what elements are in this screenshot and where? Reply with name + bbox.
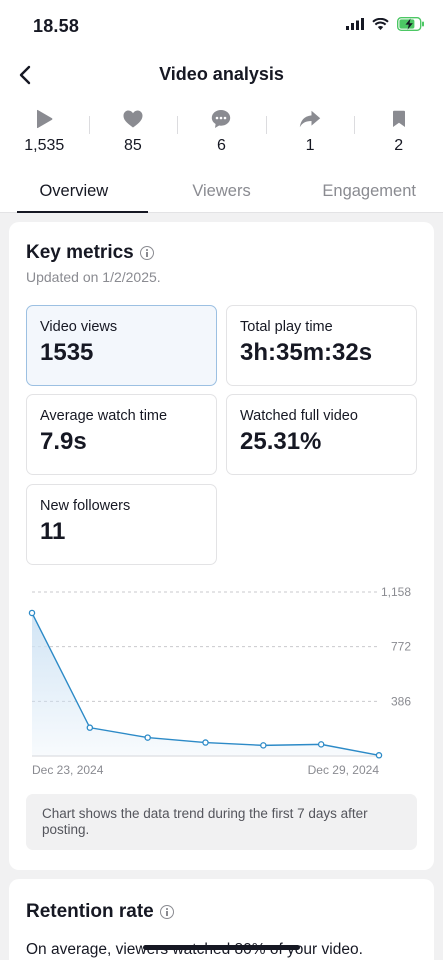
data-point [317, 741, 325, 748]
stat-value: 85 [123, 137, 142, 154]
home-indicator [143, 945, 300, 950]
heart-icon [123, 110, 143, 128]
stat-views: 1,535 [0, 98, 89, 168]
key-metrics-title: Key metrics [26, 242, 134, 263]
data-point [375, 752, 383, 759]
x-tick-label: Dec 29, 2024 [308, 763, 380, 777]
metric-label: New followers [40, 498, 131, 514]
data-point [86, 724, 94, 731]
metric-value: 7.9s [40, 428, 87, 455]
signal-icon [346, 18, 364, 30]
stat-likes: 85 [88, 98, 178, 168]
metric-label: Average watch time [40, 408, 168, 424]
data-point [144, 734, 151, 741]
tab-viewers[interactable]: Viewers [192, 182, 251, 200]
stat-value: 6 [217, 137, 226, 154]
status-bar: 18.58 [0, 0, 443, 52]
share-icon [299, 110, 321, 128]
stat-comments: 6 [177, 98, 266, 168]
stat-value: 1 [305, 137, 315, 154]
metric-label: Total play time [240, 319, 333, 335]
nav-bar: Video analysis [0, 52, 443, 98]
y-tick-label: 772 [391, 640, 411, 654]
stat-value: 1,535 [24, 137, 65, 154]
retention-average-text: On average, viewers watched 80% of your … [26, 941, 363, 958]
updated-date: Updated on 1/2/2025. [26, 269, 161, 285]
info-icon[interactable] [159, 905, 174, 919]
key-metrics-card: Key metrics Updated on 1/2/2025. Video v… [9, 222, 434, 870]
metric-tile-average-watch-time[interactable]: Average watch time 7.9s [26, 394, 217, 475]
tab-bar: Overview Viewers Engagement [0, 168, 443, 213]
key-metrics-heading: Key metrics [26, 242, 154, 264]
tab-overview[interactable]: Overview [0, 168, 148, 213]
metric-tile-total-play-time[interactable]: Total play time 3h:35m:32s [226, 305, 417, 386]
views-trend-chart: 1,158 772 386 Dec 23, 2024 Dec 29, 2024 [28, 585, 411, 777]
stat-shares: 1 [265, 98, 355, 168]
bookmark-icon [392, 110, 405, 127]
tab-engagement[interactable]: Engagement [322, 182, 416, 200]
page-title: Video analysis [159, 64, 284, 84]
metric-tile-video-views[interactable]: Video views 1535 [26, 305, 217, 386]
x-tick-label: Dec 23, 2024 [32, 763, 104, 777]
status-icons [346, 17, 425, 31]
play-icon [37, 109, 53, 129]
y-tick-label: 386 [391, 694, 411, 708]
retention-heading: Retention rate [26, 901, 174, 923]
metric-value: 25.31% [240, 428, 322, 455]
stat-value: 2 [394, 137, 404, 154]
y-tick-label: 1,158 [381, 585, 411, 599]
retention-title: Retention rate [26, 901, 154, 922]
metric-label: Video views [40, 319, 118, 335]
battery-charging-icon [397, 17, 424, 31]
metric-tile-new-followers[interactable]: New followers 11 [26, 484, 217, 565]
comment-icon [212, 110, 231, 128]
metric-value: 3h:35m:32s [240, 339, 373, 366]
series-area [32, 612, 379, 756]
data-point [28, 609, 36, 617]
status-time: 18.58 [33, 16, 80, 36]
data-point [260, 742, 267, 749]
metric-value: 1535 [40, 339, 94, 366]
info-icon[interactable] [139, 246, 154, 260]
metric-tile-watched-full-video[interactable]: Watched full video 25.31% [226, 394, 417, 475]
chevron-left-icon [19, 65, 31, 85]
chart-note: Chart shows the data trend during the fi… [26, 794, 417, 850]
metric-label: Watched full video [240, 408, 358, 424]
video-stats-row: 1,535 85 6 1 2 [0, 98, 443, 168]
stat-saves: 2 [354, 98, 443, 168]
data-point [202, 739, 209, 746]
metric-value: 11 [40, 518, 66, 545]
wifi-icon [372, 18, 389, 30]
back-button[interactable] [12, 62, 38, 88]
